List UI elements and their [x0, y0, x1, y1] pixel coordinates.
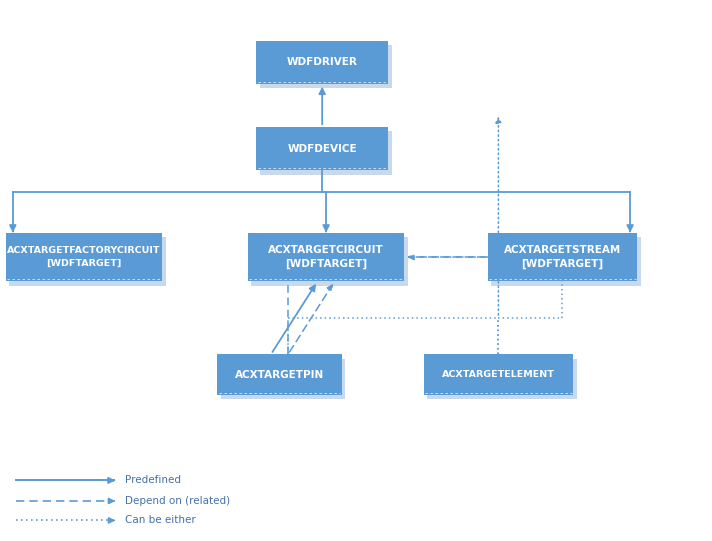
FancyBboxPatch shape [256, 127, 388, 170]
Text: Depend on (related): Depend on (related) [125, 496, 230, 506]
FancyBboxPatch shape [488, 233, 637, 281]
FancyBboxPatch shape [427, 359, 577, 399]
Text: WDFDEVICE: WDFDEVICE [288, 144, 357, 154]
FancyBboxPatch shape [424, 354, 573, 395]
FancyBboxPatch shape [251, 237, 408, 286]
FancyBboxPatch shape [217, 354, 342, 395]
Text: ACXTARGETFACTORYCIRCUIT
[WDFTARGET]: ACXTARGETFACTORYCIRCUIT [WDFTARGET] [7, 246, 161, 268]
FancyBboxPatch shape [248, 233, 404, 281]
FancyBboxPatch shape [256, 41, 388, 84]
Text: ACXTARGETPIN: ACXTARGETPIN [235, 370, 324, 380]
Text: ACXTARGETELEMENT: ACXTARGETELEMENT [442, 370, 555, 379]
Text: Can be either: Can be either [125, 516, 195, 525]
Text: ACXTARGETSTREAM
[WDFTARGET]: ACXTARGETSTREAM [WDFTARGET] [504, 245, 621, 269]
FancyBboxPatch shape [260, 131, 392, 175]
Text: Predefined: Predefined [125, 476, 181, 485]
FancyBboxPatch shape [9, 237, 166, 286]
Text: ACXTARGETCIRCUIT
[WDFTARGET]: ACXTARGETCIRCUIT [WDFTARGET] [268, 245, 384, 269]
FancyBboxPatch shape [221, 359, 345, 399]
Text: WDFDRIVER: WDFDRIVER [287, 57, 357, 67]
FancyBboxPatch shape [6, 233, 162, 281]
FancyBboxPatch shape [491, 237, 641, 286]
FancyBboxPatch shape [260, 45, 392, 88]
